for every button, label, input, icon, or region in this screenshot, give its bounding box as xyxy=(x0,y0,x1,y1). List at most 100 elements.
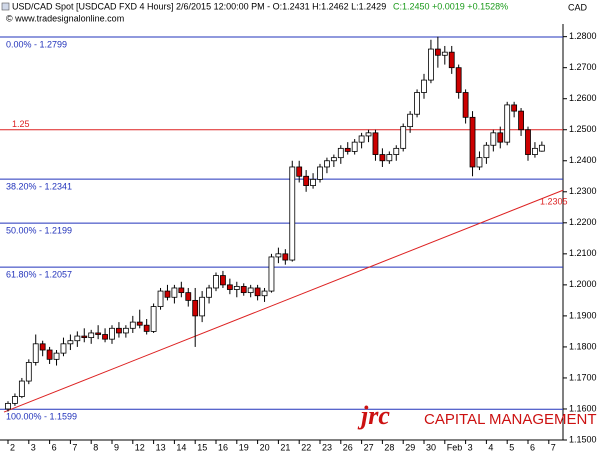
candle-body xyxy=(74,335,81,342)
candle-body xyxy=(317,166,323,180)
candle-body xyxy=(504,104,511,143)
source: © www.tradesignalonline.com xyxy=(6,13,124,23)
y-tick-label: 1.1800 xyxy=(569,341,597,351)
y-axis-label: CAD xyxy=(568,2,588,12)
candle-body xyxy=(178,287,185,294)
candle-body xyxy=(25,362,32,382)
candle-body xyxy=(469,116,476,168)
y-tick-label: 1.2400 xyxy=(569,155,597,165)
candle-body xyxy=(46,349,53,360)
candle-body xyxy=(67,340,74,345)
candle-body xyxy=(365,132,372,137)
candle-body xyxy=(240,286,247,294)
y-tick-label: 1.1700 xyxy=(569,372,597,382)
trend-label: 1.2305 xyxy=(540,197,568,207)
x-tick-label: 20 xyxy=(260,442,270,452)
candle-body xyxy=(143,324,150,332)
candle-body xyxy=(462,92,469,118)
candle-body xyxy=(448,51,455,69)
x-tick-label: 8 xyxy=(93,442,98,452)
candle-body xyxy=(39,343,46,351)
candle-body xyxy=(434,48,441,56)
candle-body xyxy=(421,79,427,93)
x-tick-label: 5 xyxy=(509,442,514,452)
candle-body xyxy=(102,334,108,340)
candle-body xyxy=(386,154,393,162)
candle-body xyxy=(490,132,497,146)
candle-body xyxy=(351,141,358,152)
candle-body xyxy=(226,284,233,290)
x-tick-label: 21 xyxy=(280,442,290,452)
x-tick-label: 6 xyxy=(52,442,57,452)
candle-body xyxy=(275,253,282,258)
candle-body xyxy=(206,287,212,298)
candle-body xyxy=(213,275,219,289)
x-tick-label: 15 xyxy=(197,442,207,452)
candle-body xyxy=(199,296,206,317)
x-tick-label: 30 xyxy=(426,442,436,452)
chart-subtitle: C:1.2450 +0.0019 +0.1528% xyxy=(393,1,508,11)
candle-body xyxy=(372,132,379,155)
x-tick-label: 7 xyxy=(72,442,77,452)
candle-body xyxy=(53,352,60,360)
candle-body xyxy=(525,129,531,155)
x-tick-label: 23 xyxy=(322,442,332,452)
candle-body xyxy=(171,287,178,298)
candle-body xyxy=(407,113,414,128)
candle-body xyxy=(414,92,420,115)
x-tick-label: 12 xyxy=(135,442,145,452)
candle-body xyxy=(95,332,102,335)
candle-body xyxy=(150,306,157,332)
candle-body xyxy=(337,147,344,159)
candle-body xyxy=(136,321,143,326)
candle-body xyxy=(247,287,254,294)
chart-title: USD/CAD Spot [USDCAD FXD 4 Hours] 2/6/20… xyxy=(12,1,386,11)
candle-body xyxy=(455,67,462,93)
candle-body xyxy=(303,175,310,186)
candle-body xyxy=(129,321,136,329)
y-tick-label: 1.2800 xyxy=(569,31,597,41)
x-tick-label: 13 xyxy=(156,442,166,452)
candle-body xyxy=(289,166,296,261)
x-tick-label: 22 xyxy=(301,442,311,452)
candle-body xyxy=(12,396,18,404)
y-tick-label: 1.2300 xyxy=(569,186,597,196)
candle-body xyxy=(310,178,316,186)
y-tick-label: 1.2500 xyxy=(569,124,597,134)
candle-body xyxy=(344,147,351,152)
logo: jrc xyxy=(357,401,390,430)
y-tick-label: 1.1600 xyxy=(569,403,597,413)
brand-name: CAPITAL MANAGEMENT xyxy=(424,411,597,428)
y-tick-label: 1.2600 xyxy=(569,93,597,103)
fib-label: 100.00% - 1.1599 xyxy=(6,412,77,422)
candle-body xyxy=(233,286,240,290)
candle-body xyxy=(109,327,115,340)
x-tick-label: 9 xyxy=(114,442,119,452)
candle-body xyxy=(483,144,490,159)
candle-body xyxy=(254,287,261,297)
candle-body xyxy=(192,299,199,317)
x-tick-label: 29 xyxy=(405,442,415,452)
candle-body xyxy=(538,144,545,152)
x-tick-label: 27 xyxy=(364,442,374,452)
candle-body xyxy=(379,154,386,162)
candle-body xyxy=(393,147,400,155)
x-tick-label: Feb xyxy=(447,442,463,452)
candle-body xyxy=(116,327,122,334)
x-tick-label: 6 xyxy=(530,442,535,452)
y-tick-label: 1.1500 xyxy=(569,434,597,444)
y-tick-label: 1.1900 xyxy=(569,310,597,320)
x-tick-label: 19 xyxy=(239,442,249,452)
candle-body xyxy=(164,290,171,298)
x-tick-label: 26 xyxy=(343,442,353,452)
x-tick-label: 2 xyxy=(10,442,15,452)
x-tick-label: 4 xyxy=(488,442,493,452)
candle-body xyxy=(81,335,88,339)
candle-body xyxy=(324,160,330,168)
y-tick-label: 1.2200 xyxy=(569,217,597,227)
candle-body xyxy=(532,147,538,155)
candle-body xyxy=(358,135,365,143)
candle-body xyxy=(268,256,275,292)
candle-body xyxy=(122,327,129,334)
y-tick-label: 1.2000 xyxy=(569,279,597,289)
